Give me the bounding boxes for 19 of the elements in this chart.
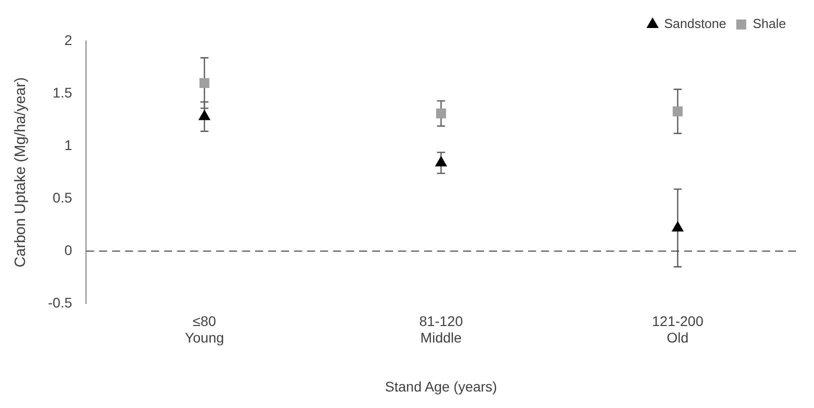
y-tick-label: 0 xyxy=(64,242,72,258)
x-tick-label: ≤80 Young xyxy=(184,312,224,346)
point xyxy=(199,78,210,88)
legend-label: Shale xyxy=(752,16,786,32)
point xyxy=(435,156,448,166)
x-tick-label: 81-120 Middle xyxy=(419,312,464,346)
x-axis-title: Stand Age (years) xyxy=(385,378,498,394)
x-tick-label: 121-200 Old xyxy=(652,312,704,346)
point xyxy=(198,110,210,120)
y-tick-label: 1.5 xyxy=(52,84,72,100)
y-tick-label: 1 xyxy=(64,136,72,153)
point xyxy=(436,108,446,118)
point xyxy=(672,220,684,232)
y-tick-label: -0.5 xyxy=(48,294,72,310)
y-axis-title: Carbon Uptake (Mg/ha/year) xyxy=(12,77,30,268)
point xyxy=(672,106,683,116)
legend-label: Sandstone xyxy=(664,16,726,32)
y-tick-label: 0.5 xyxy=(52,189,72,206)
y-tick-label: 2 xyxy=(64,32,72,48)
